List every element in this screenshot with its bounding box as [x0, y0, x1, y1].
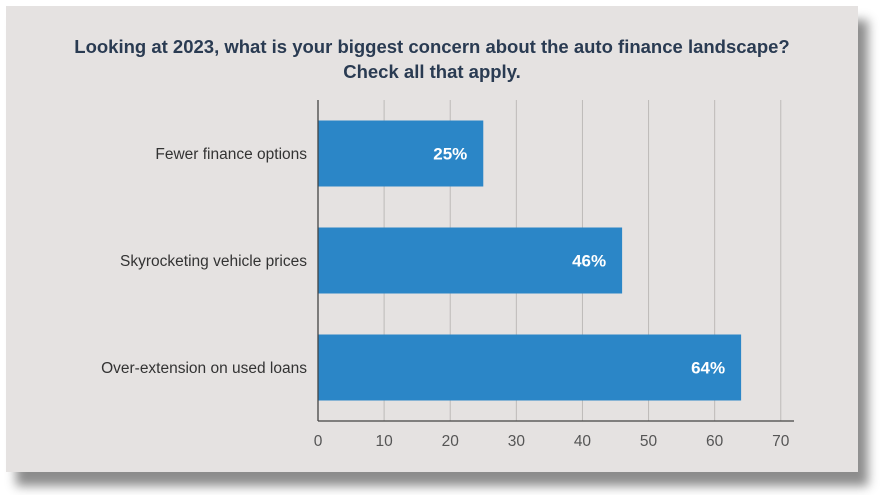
- x-tick-label-0: 0: [314, 433, 323, 450]
- chart-title: Looking at 2023, what is your biggest co…: [0, 34, 864, 84]
- category-label-1: Skyrocketing vehicle prices: [120, 253, 307, 270]
- x-tick-label-60: 60: [706, 433, 724, 450]
- x-tick-label-40: 40: [574, 433, 592, 450]
- x-tick-label-10: 10: [375, 433, 393, 450]
- bar-data-label-0: 25%: [433, 145, 467, 164]
- chart-title-line-2: Check all that apply.: [343, 61, 521, 82]
- bar-data-label-1: 46%: [572, 252, 606, 271]
- chart-title-line-1: Looking at 2023, what is your biggest co…: [74, 36, 790, 57]
- bar-data-label-2: 64%: [691, 359, 725, 378]
- bar-2: [318, 334, 742, 401]
- category-label-2: Over-extension on used loans: [101, 360, 307, 377]
- bar-1: [318, 227, 623, 294]
- bar-0: [318, 120, 484, 187]
- category-label-0: Fewer finance options: [155, 146, 307, 163]
- x-tick-label-20: 20: [442, 433, 460, 450]
- x-tick-label-30: 30: [508, 433, 526, 450]
- x-tick-label-70: 70: [772, 433, 790, 450]
- x-tick-label-50: 50: [640, 433, 658, 450]
